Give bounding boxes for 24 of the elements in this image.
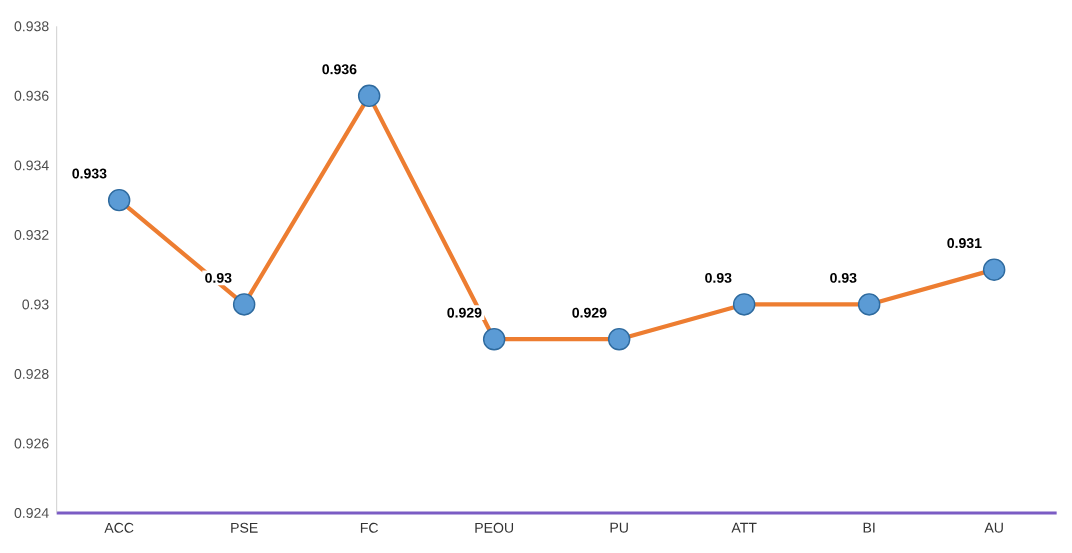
data-label: 0.936 bbox=[322, 64, 357, 75]
x-tick-label: FC bbox=[360, 522, 379, 533]
y-tick-label: 0.926 bbox=[14, 438, 49, 449]
x-tick-label: PSE bbox=[231, 522, 258, 533]
x-tick-label: BI bbox=[863, 522, 875, 533]
x-tick-label: PU bbox=[610, 522, 628, 533]
data-label: 0.933 bbox=[72, 168, 107, 179]
y-tick-label: 0.924 bbox=[14, 508, 49, 518]
y-tick-label: 0.928 bbox=[14, 368, 49, 379]
y-tick-label: 0.938 bbox=[14, 21, 49, 32]
x-tick-label: ACC bbox=[104, 522, 134, 533]
data-label: 0.93 bbox=[830, 272, 857, 283]
y-tick-label: 0.934 bbox=[14, 160, 49, 171]
data-label: 0.929 bbox=[447, 307, 482, 318]
y-tick-label: 0.932 bbox=[14, 229, 49, 240]
x-tick-label: ATT bbox=[731, 522, 757, 533]
data-label: 0.93 bbox=[705, 272, 732, 283]
data-label: 0.929 bbox=[572, 307, 607, 318]
data-label: 0.931 bbox=[947, 238, 982, 249]
y-tick-label: 0.936 bbox=[14, 90, 49, 101]
y-tick-label: 0.93 bbox=[22, 299, 49, 310]
x-tick-label: AU bbox=[984, 522, 1003, 533]
x-tick-label: PEOU bbox=[475, 522, 514, 533]
data-label: 0.93 bbox=[205, 272, 232, 283]
